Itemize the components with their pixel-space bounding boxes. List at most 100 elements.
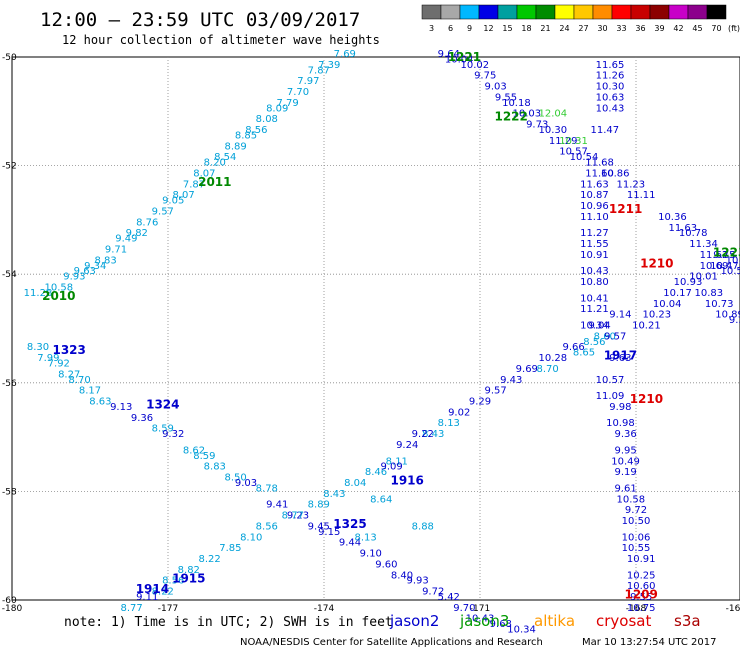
wave-height-point: 9.45 — [308, 521, 330, 532]
wave-height-point: 9.32 — [162, 429, 184, 440]
wave-height-point: 8.27 — [58, 369, 80, 380]
wave-height-point: 8.43 — [422, 429, 444, 440]
wave-height-point: 12.04 — [538, 109, 567, 120]
pass-time-label: 1211 — [609, 202, 642, 216]
wave-height-point: 8.64 — [370, 494, 392, 505]
wave-height-point: 8.70 — [68, 375, 90, 386]
wave-height-point: 8.83 — [204, 462, 226, 473]
wave-height-point: 9.71 — [105, 244, 127, 255]
wave-height-point: 10.63 — [596, 92, 625, 103]
wave-height-point: 10.86 — [601, 168, 630, 179]
x-tick-label: -174 — [314, 604, 335, 614]
wave-height-point: 11.10 — [580, 212, 609, 223]
x-tick-label: -177 — [158, 604, 178, 614]
wave-height-point: 11.34 — [689, 239, 718, 250]
wave-height-point: 10.47 — [710, 261, 739, 272]
wave-height-point: 8.60 — [594, 331, 616, 342]
wave-height-point: 9.13 — [110, 402, 132, 413]
mission-label: jason3 — [459, 612, 509, 630]
pass-time-label: 1323 — [52, 343, 85, 357]
wave-height-point: 10.06 — [622, 532, 651, 543]
wave-height-point: 10.34 — [507, 625, 536, 636]
wave-height-point: 8.46 — [365, 467, 387, 478]
wave-height-point: 10.78 — [679, 228, 708, 239]
wave-height-point: 5.42 — [438, 592, 460, 603]
wave-height-point: 8.30 — [27, 342, 49, 353]
wave-height-point: 8.56 — [245, 125, 267, 136]
pass-time-label: 1210 — [630, 392, 663, 406]
wave-height-point: 8.83 — [94, 255, 116, 266]
wave-height-point: 9.36 — [614, 429, 636, 440]
pass-time-label: 1209 — [624, 588, 657, 602]
color-swatch — [421, 4, 442, 20]
wave-height-point: 9.57 — [152, 206, 174, 217]
wave-height-point: 7.70 — [287, 87, 309, 98]
x-tick-label: -171 — [470, 604, 490, 614]
wave-height-point: 8.70 — [536, 364, 558, 375]
wave-height-point: 11.60 — [585, 168, 614, 179]
wave-height-point: 9.43 — [500, 375, 522, 386]
footer-credit: NOAA/NESDIS Center for Satellite Applica… — [240, 637, 543, 648]
wave-height-point: 9.19 — [614, 467, 636, 478]
wave-height-point: 10.28 — [538, 353, 567, 364]
pass-time-label: 1917 — [604, 349, 637, 363]
pass-time-labels: 1221 1222 2011 2010 1211 1210 1223 1323 1324 1917… — [42, 50, 740, 602]
color-swatch — [440, 4, 461, 20]
wave-height-point: 9.60 — [375, 559, 397, 570]
y-tick-label: -56 — [2, 379, 17, 389]
color-swatch — [592, 4, 613, 20]
wave-height-point: 8.04 — [344, 478, 366, 489]
wave-height-point: 9.63 — [74, 266, 96, 277]
color-label: 24 — [559, 24, 569, 33]
pass-time-label: 2010 — [42, 289, 75, 303]
color-label: 36 — [635, 24, 645, 33]
footer-note: note: 1) Time is in UTC; 2) SWH is in fe… — [64, 615, 393, 630]
wave-height-point: 8.54 — [214, 152, 236, 163]
mission-legend: jason2 jason3 altika cryosat s3a — [389, 612, 701, 630]
wave-height-point: 8.65 — [573, 348, 595, 359]
wave-height-point: 9.10 — [360, 549, 382, 560]
wave-height-point: 10.96 — [580, 201, 609, 212]
wave-height-point: 9.24 — [396, 440, 418, 451]
wave-height-point: 10.91 — [580, 250, 609, 261]
wave-height-point: 10.69 — [700, 261, 729, 272]
wave-height-point: 7.99 — [37, 353, 59, 364]
wave-height-point: 9.70 — [453, 603, 475, 614]
wave-height-point: 10.41 — [580, 293, 609, 304]
wave-height-point: 9.63 — [609, 353, 631, 364]
wave-height-point: 8.07 — [172, 190, 194, 201]
wave-height-point: 10.34 — [580, 321, 609, 332]
wave-height-point: 8.08 — [256, 114, 278, 125]
wave-height-point: 10.43 — [580, 266, 609, 277]
y-tick-label: -60 — [2, 596, 17, 606]
plot-frame — [11, 56, 740, 601]
pass-time-label: 1223 — [713, 245, 740, 259]
wave-height-point: 8.40 — [391, 570, 413, 581]
wave-height-point: 9.93 — [63, 272, 85, 283]
wave-height-point: 11.23 — [616, 179, 645, 190]
wave-height-point: 10.60 — [627, 581, 656, 592]
mission-label: altika — [534, 612, 575, 630]
wave-height-point: 10.83 — [694, 288, 723, 299]
color-label: 33 — [616, 24, 626, 33]
wave-height-point: 10.49 — [611, 456, 640, 467]
wave-height-point: 10.57 — [559, 147, 588, 158]
wave-height-point: 10.87 — [580, 190, 609, 201]
wave-height-point: 11.26 — [596, 71, 625, 82]
wave-height-point: 11.28 — [24, 288, 53, 299]
wave-height-point: 9.66 — [562, 342, 584, 353]
wave-height-point: 10.23 — [642, 310, 671, 321]
x-tick-label: -168 — [626, 604, 647, 614]
wave-height-point: 8.59 — [152, 424, 174, 435]
mission-label: cryosat — [596, 612, 651, 630]
wave-height-point: 9.98 — [609, 402, 631, 413]
wave-height-point: 9.36 — [131, 413, 153, 424]
color-label: 9 — [467, 24, 472, 33]
wave-height-point: 9.93 — [406, 576, 428, 587]
color-swatch — [630, 4, 651, 20]
wave-height-point: 8.11 — [386, 456, 408, 467]
axis-ticks: -180 -177 -174 -171 -168 -16 -50 -52 -54 -56 -58 -6… — [2, 53, 740, 614]
x-tick-label: -180 — [2, 604, 23, 614]
wave-height-point: 8.77 — [120, 603, 142, 614]
y-tick-label: -54 — [2, 270, 17, 280]
